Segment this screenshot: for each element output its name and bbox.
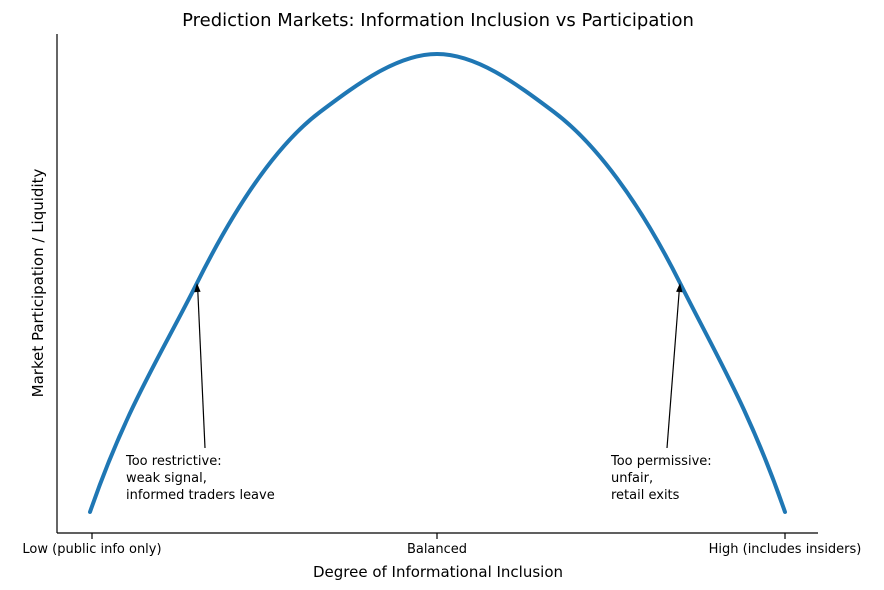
left-annotation-arrowhead-icon	[194, 283, 201, 293]
left-annotation-line-2: weak signal,	[126, 471, 207, 486]
left-annotation-arrow-line	[197, 290, 206, 449]
x-tick-label-balanced: Balanced	[407, 542, 467, 557]
chart-title: Prediction Markets: Information Inclusio…	[182, 10, 694, 31]
right-annotation-line-2: unfair,	[611, 471, 653, 486]
x-axis-label: Degree of Informational Inclusion	[313, 563, 563, 581]
right-annotation-line-3: retail exits	[611, 488, 680, 503]
y-axis-label: Market Participation / Liquidity	[29, 169, 47, 398]
right-annotation-arrow-line	[666, 290, 680, 449]
right-annotation-arrowhead-icon	[676, 283, 683, 293]
x-tick-label-high: High (includes insiders)	[709, 542, 862, 557]
x-tick-label-low: Low (public info only)	[22, 542, 161, 557]
left-annotation-line-3: informed traders leave	[126, 488, 275, 503]
participation-curve	[88, 51, 787, 514]
right-annotation-line-1: Too permissive:	[610, 454, 712, 469]
left-annotation-line-1: Too restrictive:	[125, 454, 222, 469]
